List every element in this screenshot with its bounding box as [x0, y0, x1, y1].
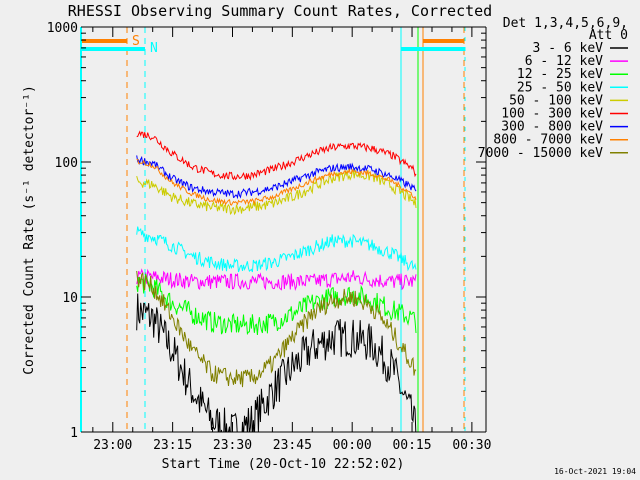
- axes: 1 10 100 1000 23:00 23:15 23:30 23:45 00:00 00:15…: [47, 21, 492, 453]
- legend-label: 100 - 300 keV: [501, 107, 603, 122]
- x-tick-label: 00:30: [452, 438, 491, 453]
- saa-flag-bar: [81, 39, 127, 43]
- y-tick-label: 100: [55, 156, 78, 171]
- y-tick-label: 1: [70, 426, 78, 441]
- y-tick-label: 1000: [47, 21, 78, 36]
- x-tick-label: 23:30: [213, 438, 252, 453]
- legend-label: 300 - 800 keV: [501, 120, 603, 135]
- night-flag-bar: [401, 47, 465, 51]
- night-flag-bar: [81, 47, 145, 51]
- x-tick-label: 23:45: [273, 438, 312, 453]
- x-tick-label: 23:00: [93, 438, 132, 453]
- series-line-6: [136, 155, 417, 200]
- legend-label: 25 - 50 keV: [517, 80, 603, 95]
- legend-header-2: Att 0: [589, 28, 628, 43]
- y-tick-label: 10: [62, 291, 78, 306]
- series-line-5: [136, 130, 417, 181]
- legend-label: 7000 - 15000 keV: [478, 146, 603, 161]
- footer-timestamp: 16-Oct-2021 19:04: [554, 467, 636, 476]
- series-line-1: [136, 268, 417, 291]
- legend-label: 12 - 25 keV: [517, 67, 603, 82]
- legend-label: 3 - 6 keV: [533, 41, 604, 56]
- x-axis-label: Start Time (20-Oct-10 22:52:02): [162, 457, 405, 472]
- series-line-7: [136, 158, 417, 206]
- legend-label: 800 - 7000 keV: [493, 133, 603, 148]
- chart-title: RHESSI Observing Summary Count Rates, Co…: [68, 2, 492, 20]
- x-tick-label: 00:15: [392, 438, 431, 453]
- flag-s-label: S: [132, 34, 140, 49]
- plot-area: [81, 27, 466, 432]
- x-tick-label: 23:15: [153, 438, 192, 453]
- x-tick-label: 00:00: [333, 438, 372, 453]
- flag-n-label: N: [150, 41, 158, 56]
- legend-header-1: Det 1,3,4,5,6,9,: [503, 16, 628, 31]
- series-line-3: [136, 226, 417, 273]
- saa-flag-bar: [423, 39, 464, 43]
- series-line-2: [136, 273, 417, 336]
- series-line-0: [136, 293, 417, 432]
- series-line-8: [136, 270, 417, 388]
- y-axis-label: Corrected Count Rate (s⁻¹ detector⁻¹): [22, 85, 37, 375]
- legend-label: 6 - 12 keV: [525, 54, 603, 69]
- legend-label: 50 - 100 keV: [509, 93, 603, 108]
- series-line-4: [136, 168, 417, 216]
